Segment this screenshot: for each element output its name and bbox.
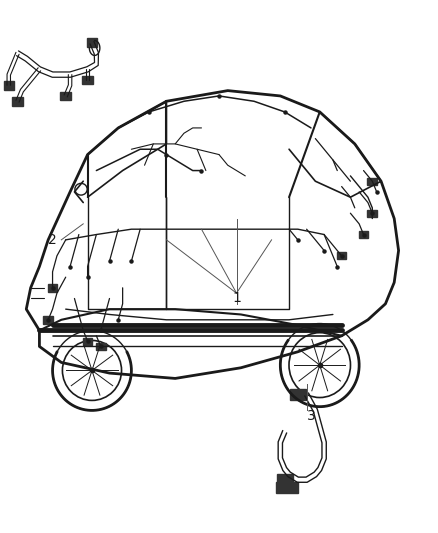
FancyBboxPatch shape bbox=[277, 474, 293, 485]
FancyBboxPatch shape bbox=[83, 338, 92, 345]
FancyBboxPatch shape bbox=[48, 284, 57, 292]
FancyBboxPatch shape bbox=[43, 316, 53, 324]
Text: 2: 2 bbox=[48, 233, 57, 247]
Text: 1: 1 bbox=[232, 292, 241, 305]
FancyBboxPatch shape bbox=[290, 389, 306, 400]
FancyBboxPatch shape bbox=[12, 97, 23, 106]
FancyBboxPatch shape bbox=[4, 81, 14, 90]
FancyBboxPatch shape bbox=[87, 38, 97, 47]
Text: 3: 3 bbox=[307, 409, 315, 423]
FancyBboxPatch shape bbox=[367, 177, 377, 184]
FancyBboxPatch shape bbox=[359, 231, 368, 238]
FancyBboxPatch shape bbox=[337, 252, 346, 259]
FancyBboxPatch shape bbox=[276, 482, 298, 493]
FancyBboxPatch shape bbox=[60, 92, 71, 100]
FancyBboxPatch shape bbox=[367, 209, 377, 216]
FancyBboxPatch shape bbox=[82, 76, 93, 84]
FancyBboxPatch shape bbox=[96, 343, 106, 350]
